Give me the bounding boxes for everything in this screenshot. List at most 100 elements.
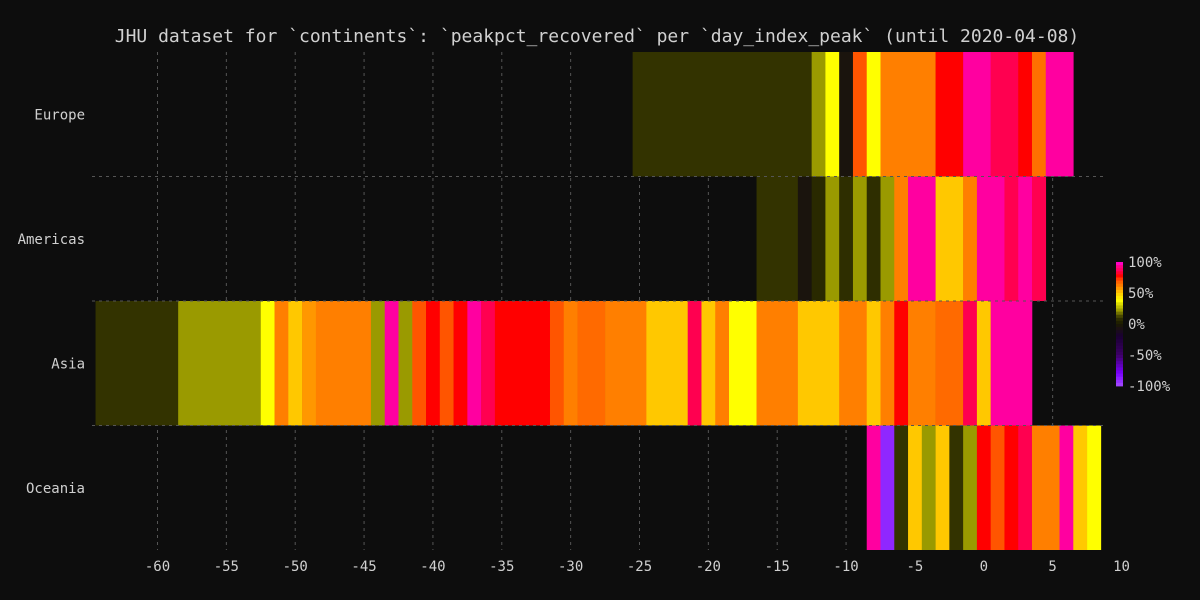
heat-cell <box>260 301 275 426</box>
heat-cell <box>1059 425 1074 550</box>
colorbar-swatch <box>1116 265 1123 269</box>
heat-cell <box>315 301 372 426</box>
colorbar-swatch <box>1116 361 1123 365</box>
x-tick-label: -25 <box>627 559 652 575</box>
colorbar-swatch <box>1116 324 1123 328</box>
heat-cell <box>880 52 936 177</box>
heat-cell <box>839 301 868 426</box>
colorbar-swatch <box>1116 364 1123 368</box>
heat-cell <box>288 301 303 426</box>
heat-cell <box>412 301 427 426</box>
heat-cell <box>646 301 688 426</box>
heat-cell <box>976 176 1005 301</box>
x-tick-label: -30 <box>558 559 583 575</box>
heat-cell <box>467 301 482 426</box>
colorbar-swatch <box>1116 330 1123 334</box>
heat-cell <box>563 301 578 426</box>
heat-cell <box>963 52 991 177</box>
heat-cell <box>1004 425 1019 550</box>
heat-cell <box>811 176 826 301</box>
x-axis: -60 -55 -50 -45 -40 -35 -30 -25 -20 -15 -10 -5 0 5 10 <box>145 559 1130 575</box>
heat-cell <box>935 176 964 301</box>
x-tick-label: -10 <box>833 559 858 575</box>
colorbar-swatch <box>1116 274 1123 278</box>
colorbar-swatch <box>1116 314 1123 319</box>
heat-cell <box>976 425 991 550</box>
heat-cell <box>729 301 757 426</box>
colorbar-swatch <box>1116 339 1123 343</box>
x-tick-label: 0 <box>980 559 988 575</box>
heat-cell <box>921 425 936 550</box>
colorbar-swatch <box>1116 311 1123 316</box>
heat-cell <box>908 176 936 301</box>
heat-cell <box>935 301 964 426</box>
heat-cell <box>990 52 1019 177</box>
chart-title: JHU dataset for `continents`: `peakpct_r… <box>115 26 1080 47</box>
colorbar-swatch <box>1116 327 1123 331</box>
heat-cell <box>866 176 881 301</box>
colorbar-swatch <box>1116 280 1123 285</box>
heat-cell <box>894 301 909 426</box>
colorbar-swatch <box>1116 289 1123 294</box>
heat-cell <box>990 425 1005 550</box>
colorbar-swatch <box>1116 382 1123 387</box>
colorbar-swatch <box>1116 305 1123 309</box>
heat-cell <box>949 425 964 550</box>
heat-cell <box>549 301 565 426</box>
colorbar-swatch <box>1116 373 1123 378</box>
colorbar-swatch <box>1116 283 1123 288</box>
x-tick-label: -45 <box>351 559 376 575</box>
colorbar-tick-label: 100% <box>1128 255 1162 271</box>
heat-cell <box>715 301 730 426</box>
heat-cell <box>852 52 868 177</box>
y-category-label: Asia <box>51 356 85 372</box>
heat-cell <box>990 301 1033 426</box>
heat-cell <box>935 52 964 177</box>
x-tick-label: -40 <box>420 559 445 575</box>
heat-cell <box>963 176 978 301</box>
heat-cell <box>426 301 441 426</box>
heatmap-cells <box>95 52 1102 550</box>
heat-cell <box>1087 425 1102 550</box>
heat-cell <box>302 301 317 426</box>
heat-cell <box>1031 176 1047 301</box>
x-tick-label: 5 <box>1048 559 1056 575</box>
heat-cell <box>880 425 895 550</box>
heat-cell <box>398 301 413 426</box>
x-tick-label: -50 <box>283 559 308 575</box>
y-axis: Europe Americas Asia Oceania <box>18 107 85 497</box>
heat-cell <box>605 301 647 426</box>
heat-cell <box>894 176 909 301</box>
colorbar-tick-label: -100% <box>1128 379 1171 395</box>
x-tick-label: -55 <box>214 559 239 575</box>
heat-cell <box>811 52 826 177</box>
colorbar-swatch <box>1116 293 1123 297</box>
colorbar-swatch <box>1116 317 1123 322</box>
y-category-label: Oceania <box>26 481 85 497</box>
colorbar-swatch <box>1116 351 1123 356</box>
colorbar-swatch <box>1116 336 1123 340</box>
heat-cell <box>963 301 978 426</box>
heat-cell <box>797 301 840 426</box>
heat-cell <box>1073 425 1088 550</box>
heat-cell <box>439 301 454 426</box>
heat-cell <box>453 301 468 426</box>
heat-cell <box>894 425 909 550</box>
heat-cell <box>1031 425 1060 550</box>
heat-cell <box>976 301 991 426</box>
colorbar-swatch <box>1116 370 1123 374</box>
colorbar-swatch <box>1116 320 1123 325</box>
y-category-label: Europe <box>34 107 85 123</box>
heat-cell <box>1045 52 1074 177</box>
heat-cell <box>577 301 606 426</box>
x-tick-label: -20 <box>696 559 721 575</box>
heat-cell <box>908 425 923 550</box>
heat-cell <box>1004 176 1019 301</box>
heat-cell <box>756 301 799 426</box>
heat-cell <box>866 425 881 550</box>
heat-cell <box>687 301 702 426</box>
colorbar-swatch <box>1116 348 1123 353</box>
colorbar-swatch <box>1116 268 1123 272</box>
heat-cell <box>178 301 262 426</box>
